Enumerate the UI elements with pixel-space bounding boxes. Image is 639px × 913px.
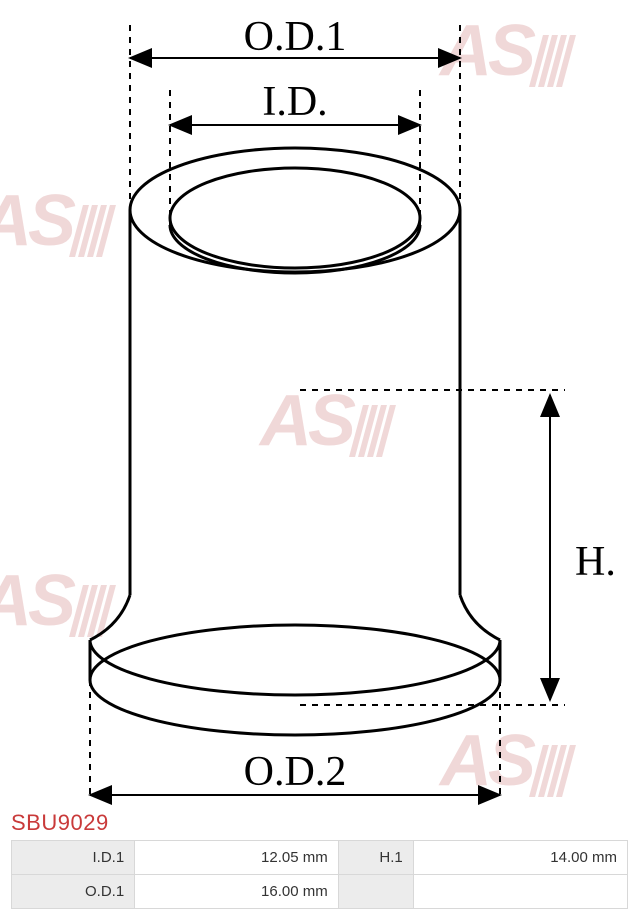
- spec-value: 16.00 mm: [135, 875, 339, 909]
- spec-label: O.D.1: [12, 875, 135, 909]
- flange-bottom-front: [90, 680, 500, 735]
- flange-top-front: [90, 640, 500, 695]
- flange-bottom-back: [90, 625, 500, 680]
- table-row: I.D.1 12.05 mm H.1 14.00 mm: [12, 841, 628, 875]
- spec-value: 12.05 mm: [135, 841, 339, 875]
- inner-top-ellipse: [170, 168, 420, 268]
- label-od2: O.D.2: [244, 749, 347, 795]
- part-number: SBU9029: [11, 810, 109, 836]
- spec-value: 14.00 mm: [413, 841, 627, 875]
- label-h: H.: [575, 539, 616, 585]
- inner-front-arc: [170, 225, 420, 273]
- diagram-area: AS AS AS AS AS O.D.1 I.D.: [0, 0, 639, 810]
- spec-label: [338, 875, 413, 909]
- table-row: O.D.1 16.00 mm: [12, 875, 628, 909]
- spec-label: H.1: [338, 841, 413, 875]
- spec-label: I.D.1: [12, 841, 135, 875]
- spec-value: [413, 875, 627, 909]
- flange-curve-left: [90, 595, 130, 640]
- flange-curve-right: [460, 595, 500, 640]
- spec-table: I.D.1 12.05 mm H.1 14.00 mm O.D.1 16.00 …: [11, 840, 628, 909]
- label-id: I.D.: [262, 79, 327, 125]
- bushing-diagram: O.D.1 I.D. H.: [0, 0, 639, 810]
- label-od1: O.D.1: [244, 14, 347, 60]
